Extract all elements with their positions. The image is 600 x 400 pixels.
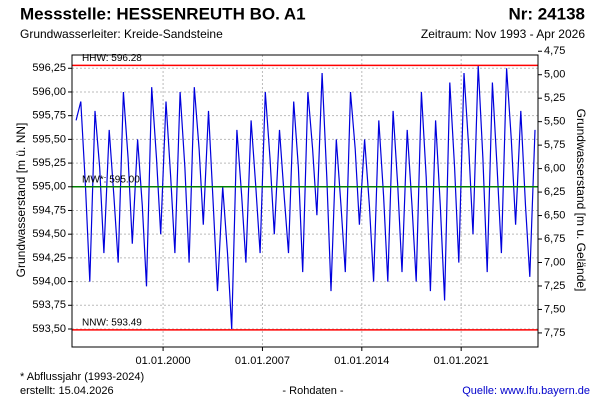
x-tick-label: 01.01.2014 <box>334 355 389 367</box>
y2-tick-label: 6,75 <box>544 233 565 245</box>
y-tick-label: 596,00 <box>32 86 66 98</box>
y2-tick-label: 5,00 <box>544 69 565 81</box>
y-tick-label: 596,25 <box>32 62 66 74</box>
y2-tick-label: 7,25 <box>544 280 565 292</box>
y-tick-label: 593,75 <box>32 299 66 311</box>
plot-frame <box>71 54 539 348</box>
data-note: - Rohdaten - <box>282 385 343 397</box>
y2-tick-label: 5,75 <box>544 139 565 151</box>
x-tick-label: 01.01.2021 <box>434 355 489 367</box>
y2-tick-label: 4,75 <box>544 45 565 57</box>
y2-axis-label: Grundwasserstand [m u. Gelände] <box>574 109 588 292</box>
y-tick-label: 594,25 <box>32 252 66 264</box>
y-tick-label: 594,50 <box>32 228 66 240</box>
created-date: erstellt: 15.04.2026 <box>20 385 114 397</box>
y2-tick-label: 7,75 <box>544 327 565 339</box>
y2-tick-label: 5,50 <box>544 116 565 128</box>
y2-tick-label: 6,25 <box>544 186 565 198</box>
y-tick-label: 595,50 <box>32 133 66 145</box>
footnote: * Abflussjahr (1993-2024) <box>20 371 144 383</box>
y-tick-label: 594,75 <box>32 204 66 216</box>
reference-label: HHW: 596.28 <box>82 53 142 64</box>
reference-label: NNW: 593.49 <box>82 318 142 329</box>
y-tick-label: 595,25 <box>32 157 66 169</box>
y2-tick-label: 5,25 <box>544 92 565 104</box>
station-number: Nr: 24138 <box>508 4 585 23</box>
y-axis-label: Grundwasserstand [m ü. NN] <box>14 123 28 278</box>
y2-tick-label: 7,50 <box>544 303 565 315</box>
x-tick-label: 01.01.2007 <box>235 355 290 367</box>
source: Quelle: www.lfu.bayern.de <box>462 385 590 397</box>
y-tick-label: 595,75 <box>32 110 66 122</box>
y-tick-label: 595,00 <box>32 181 66 193</box>
y2-tick-label: 6,50 <box>544 209 565 221</box>
x-tick-label: 01.01.2000 <box>136 355 191 367</box>
reference-label: MW*: 595.00 <box>82 174 140 185</box>
period: Zeitraum: Nov 1993 - Apr 2026 <box>421 27 585 41</box>
y2-tick-label: 7,00 <box>544 256 565 268</box>
y2-tick-label: 6,00 <box>544 163 565 175</box>
data-line <box>75 65 536 330</box>
y-tick-label: 594,00 <box>32 275 66 287</box>
chart-title: Messstelle: HESSENREUTH BO. A1 <box>20 4 306 23</box>
y-tick-label: 593,50 <box>32 323 66 335</box>
subtitle: Grundwasserleiter: Kreide-Sandsteine <box>20 27 223 41</box>
